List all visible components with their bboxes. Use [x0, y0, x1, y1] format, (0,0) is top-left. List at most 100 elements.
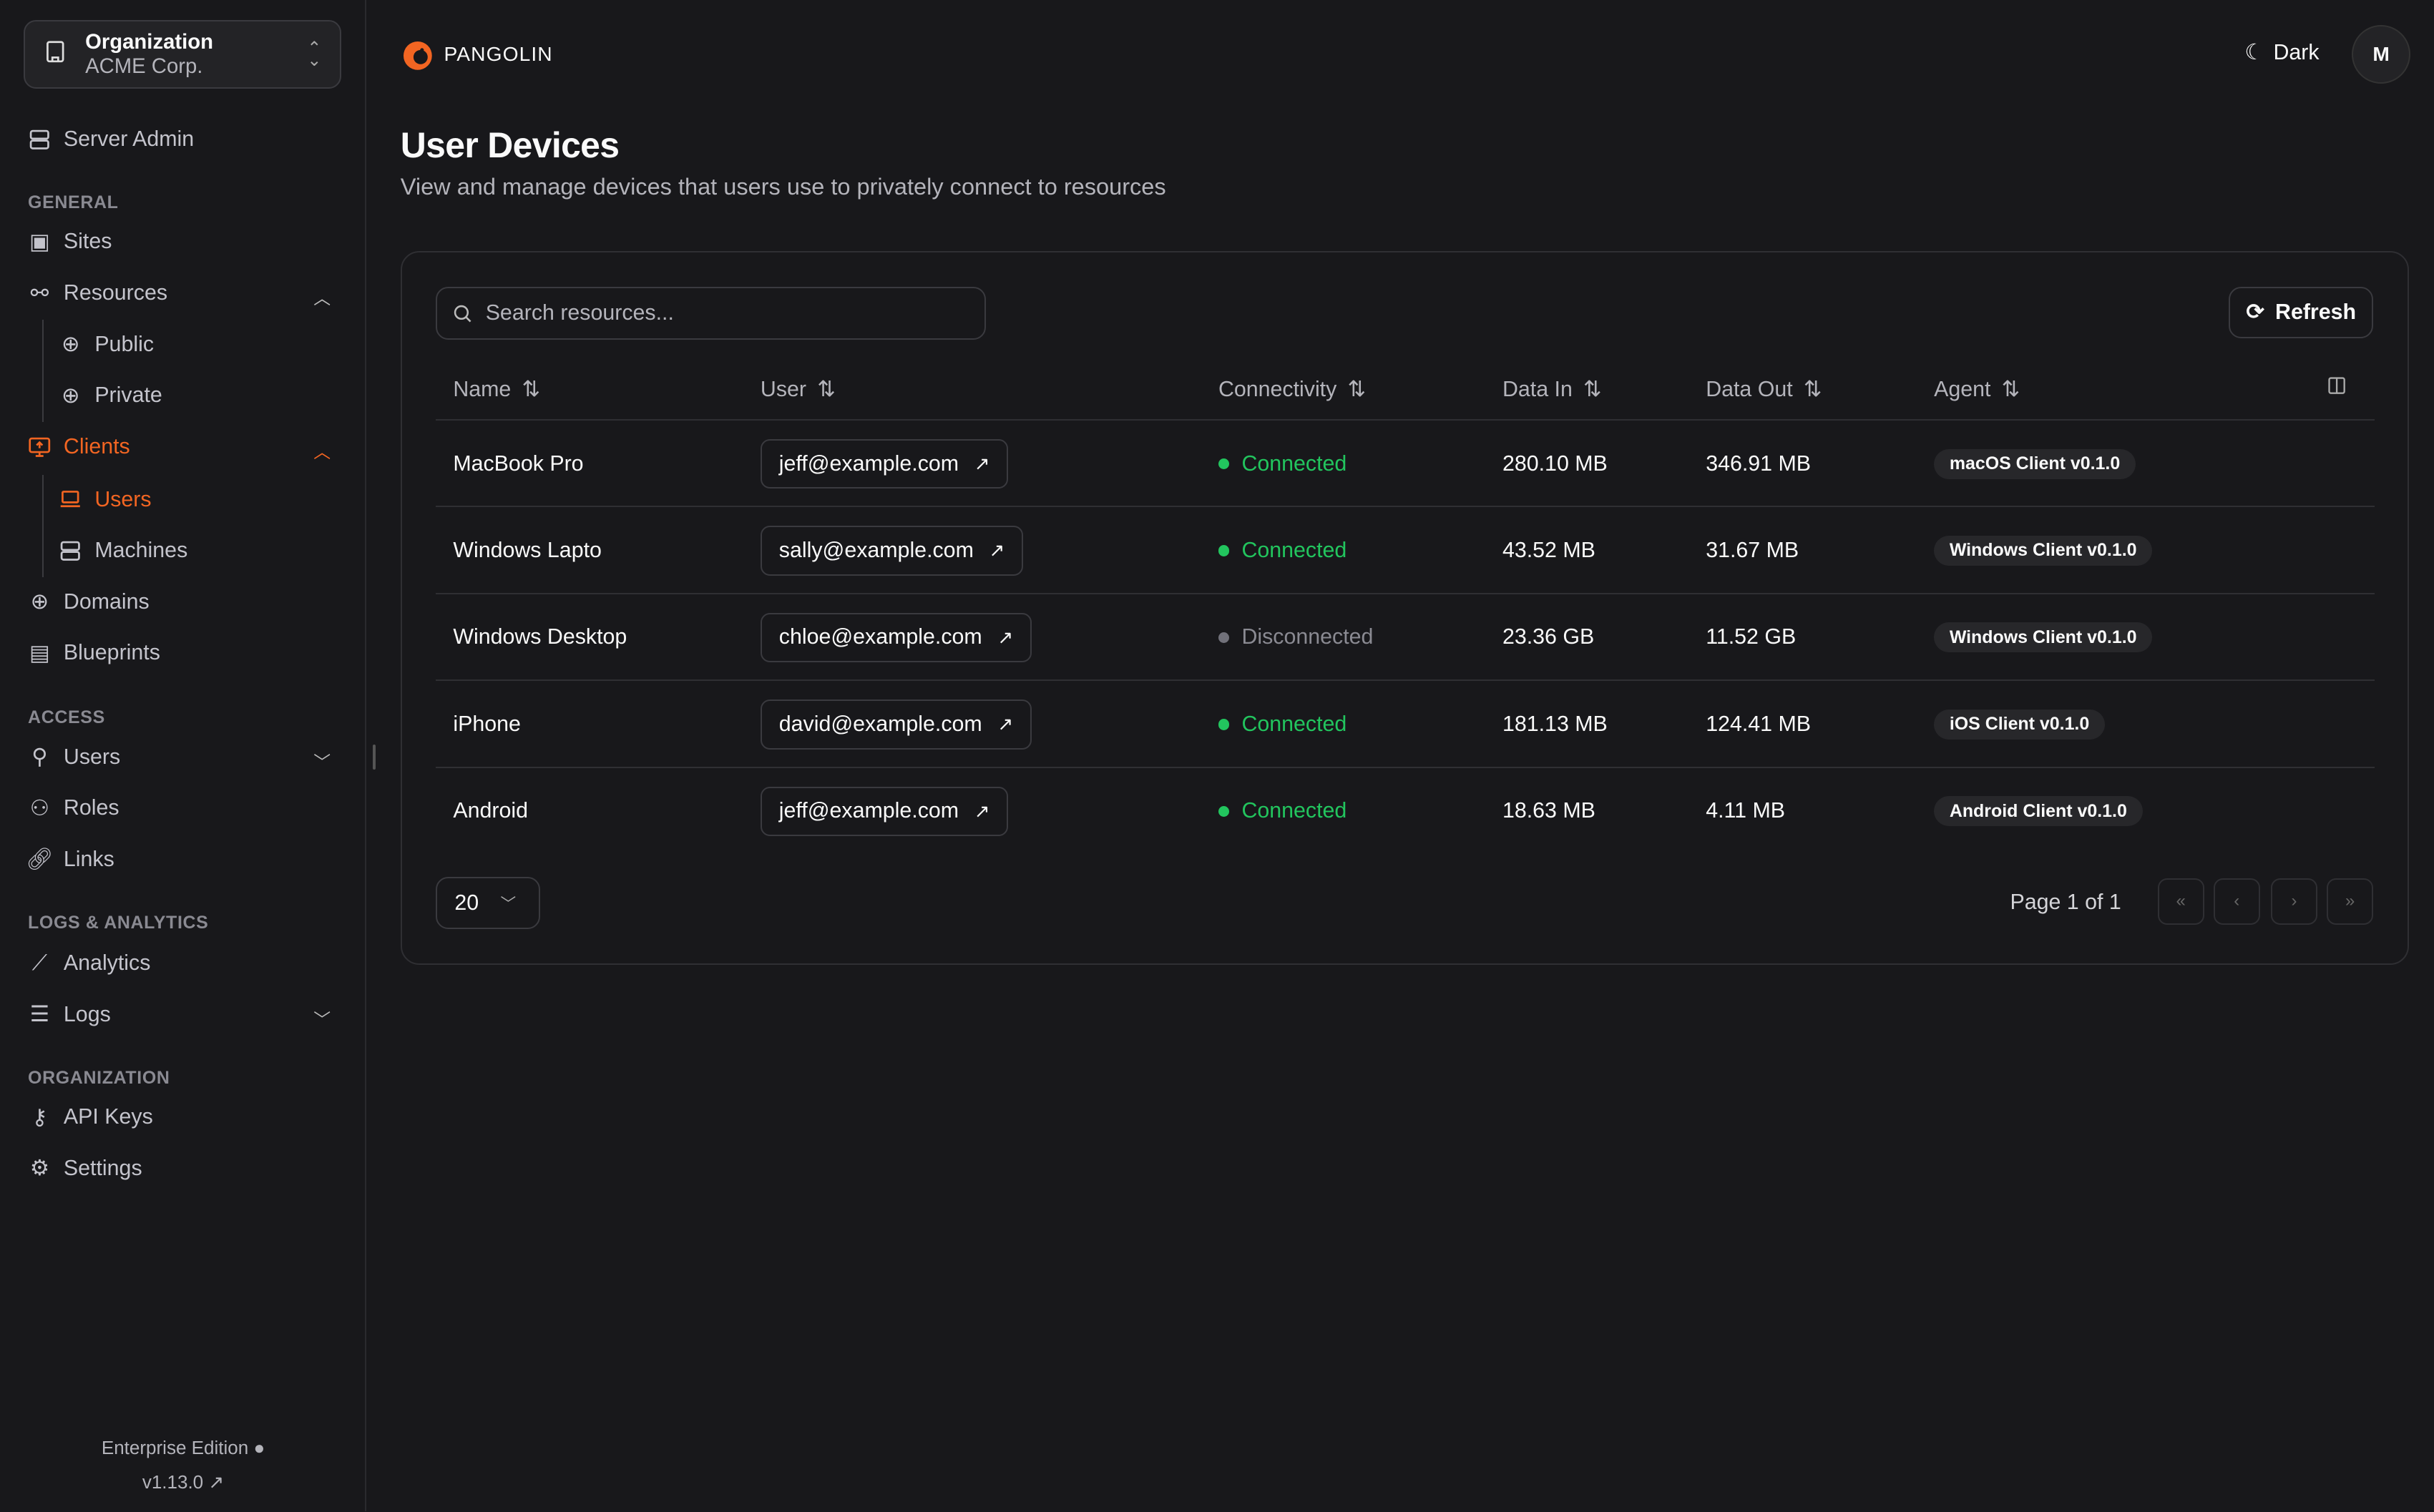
connectivity-status: Connected — [1218, 507, 1346, 594]
label: User — [760, 377, 807, 401]
page-info: Page 1 of 1 — [2010, 890, 2121, 915]
chevron-up-icon[interactable]: ︿ — [313, 442, 331, 462]
status-label: Connected — [1241, 799, 1347, 823]
table-header: Name ⇅ User ⇅ Connectivity ⇅ Data In ⇅ Data … — [436, 361, 2375, 421]
table-row[interactable]: Android jeff@example.com ↗ Connected 18.6… — [436, 768, 2375, 855]
sidebar-item-server-admin[interactable]: Server Admin — [28, 124, 194, 155]
sidebar-item-machines[interactable]: Machines — [59, 536, 187, 566]
label: Connectivity — [1218, 377, 1337, 401]
theme-toggle[interactable]: ☾ Dark — [2244, 40, 2319, 65]
label: Roles — [63, 796, 119, 820]
user-link-button[interactable]: jeff@example.com ↗ — [760, 438, 1009, 489]
data-out: 31.67 MB — [1706, 538, 1799, 562]
sort-icon: ⇅ — [1803, 378, 1822, 402]
file-text-icon: ▤ — [29, 641, 50, 665]
column-data-in[interactable]: Data In ⇅ — [1502, 377, 1602, 402]
refresh-button[interactable]: ⟳ Refresh — [2229, 287, 2374, 338]
org-switcher[interactable]: Organization ACME Corp. ⌃ ⌄ — [23, 20, 342, 89]
section-organization: ORGANIZATION — [28, 1067, 170, 1088]
label: Server Admin — [63, 127, 195, 152]
data-in: 280.10 MB — [1502, 451, 1608, 476]
column-data-out[interactable]: Data Out ⇅ — [1706, 377, 1822, 402]
search-input[interactable] — [485, 301, 952, 326]
label: Sites — [63, 230, 112, 254]
devices-card: ⟳ Refresh Name ⇅ User ⇅ Connectivity ⇅ Data … — [400, 251, 2410, 966]
chevrons-up-down-icon: ⌃ ⌄ — [307, 38, 322, 70]
agent-badge: macOS Client v0.1.0 — [1934, 448, 2136, 479]
next-page-button[interactable]: › — [2270, 878, 2318, 925]
user-link-button[interactable]: chloe@example.com ↗ — [760, 612, 1032, 663]
edition-label: Enterprise Edition — [101, 1437, 249, 1459]
columns-toggle-icon[interactable] — [2327, 375, 2347, 396]
sidebar-item-users[interactable]: Users — [59, 484, 152, 515]
sidebar-item-roles[interactable]: ⚇ Roles — [28, 793, 119, 824]
prev-page-button[interactable]: ‹ — [2213, 878, 2260, 925]
label: Links — [63, 847, 114, 871]
label: Clients — [63, 434, 130, 458]
device-name: iPhone — [453, 712, 521, 736]
agent-badge: Windows Client v0.1.0 — [1934, 535, 2153, 566]
edition-link[interactable]: Enterprise Edition ● — [0, 1437, 366, 1459]
user-icon: ⚲ — [31, 745, 48, 770]
status-dot — [1218, 632, 1230, 644]
agent-badge: iOS Client v0.1.0 — [1934, 709, 2105, 740]
user-link-button[interactable]: sally@example.com ↗ — [760, 526, 1024, 576]
globe-lock-icon: ⊕ — [61, 383, 80, 408]
refresh-label: Refresh — [2275, 300, 2357, 324]
table-row[interactable]: MacBook Pro jeff@example.com ↗ Connected … — [436, 421, 2375, 508]
sidebar-item-clients[interactable]: Clients — [28, 431, 130, 462]
sort-icon: ⇅ — [1347, 378, 1366, 402]
user-link-button[interactable]: david@example.com ↗ — [760, 699, 1032, 750]
sidebar-item-access-users[interactable]: ⚲ Users — [28, 742, 120, 772]
chevron-down-icon[interactable]: ﹀ — [313, 1010, 331, 1030]
connectivity-status: Connected — [1218, 768, 1346, 855]
data-out: 4.11 MB — [1706, 799, 1785, 823]
label: Resources — [63, 281, 168, 305]
status-dot — [1218, 805, 1230, 818]
device-name: Windows Lapto — [453, 538, 602, 562]
device-name: MacBook Pro — [453, 451, 584, 476]
table-row[interactable]: Windows Lapto sally@example.com ↗ Connect… — [436, 507, 2375, 594]
first-page-button[interactable]: « — [2157, 878, 2204, 925]
user-link-button[interactable]: jeff@example.com ↗ — [760, 786, 1009, 837]
avatar[interactable]: M — [2351, 24, 2411, 84]
last-page-button[interactable]: » — [2327, 878, 2374, 925]
label: Data In — [1502, 377, 1573, 401]
list-icon: ☰ — [29, 1003, 49, 1027]
sidebar-item-logs[interactable]: ☰ Logs — [28, 999, 111, 1030]
column-name[interactable]: Name ⇅ — [453, 377, 540, 402]
column-agent[interactable]: Agent ⇅ — [1934, 377, 2020, 402]
status-dot — [1218, 719, 1230, 730]
sidebar-item-analytics[interactable]: ⟋ Analytics — [28, 948, 151, 979]
label: Blueprints — [63, 641, 160, 665]
brand-name: PANGOLIN — [444, 42, 553, 66]
label: Domains — [63, 589, 150, 614]
sidebar-item-api-keys[interactable]: ⚷ API Keys — [28, 1101, 153, 1132]
table-row[interactable]: Windows Desktop chloe@example.com ↗ Disco… — [436, 594, 2375, 682]
sidebar-item-resources[interactable]: ⚯ Resources — [28, 278, 167, 308]
arrow-up-right-icon: ↗ — [989, 539, 1005, 561]
sidebar-item-public[interactable]: ⊕ Public — [59, 329, 154, 360]
label: Data Out — [1706, 377, 1793, 401]
data-out: 124.41 MB — [1706, 712, 1812, 736]
table-row[interactable]: iPhone david@example.com ↗ Connected 181.… — [436, 681, 2375, 768]
chevron-up-icon[interactable]: ︿ — [313, 289, 331, 309]
column-user[interactable]: User ⇅ — [761, 377, 836, 402]
sidebar-item-settings[interactable]: ⚙ Settings — [28, 1153, 142, 1184]
laptop-icon — [59, 488, 82, 511]
sidebar-item-blueprints[interactable]: ▤ Blueprints — [28, 638, 160, 669]
sidebar-item-private[interactable]: ⊕ Private — [59, 381, 162, 411]
sidebar-item-sites[interactable]: ▣ Sites — [28, 227, 112, 257]
search-icon — [454, 305, 471, 323]
chevron-down-icon[interactable]: ﹀ — [313, 752, 331, 772]
sidebar-item-domains[interactable]: ⊕ Domains — [28, 586, 150, 617]
version-link[interactable]: v1.13.0 ↗ — [0, 1471, 366, 1493]
data-out: 346.91 MB — [1706, 451, 1812, 476]
page-size-select[interactable]: 20 ﹀ — [436, 876, 540, 930]
user-email: jeff@example.com — [778, 799, 959, 823]
brand-logo[interactable]: PANGOLIN — [401, 37, 553, 72]
column-connectivity[interactable]: Connectivity ⇅ — [1218, 377, 1366, 402]
sidebar-resize-handle[interactable] — [372, 745, 376, 770]
page-subtitle: View and manage devices that users use t… — [400, 173, 1166, 200]
sidebar-item-links[interactable]: 🔗︎ Links — [26, 844, 114, 875]
